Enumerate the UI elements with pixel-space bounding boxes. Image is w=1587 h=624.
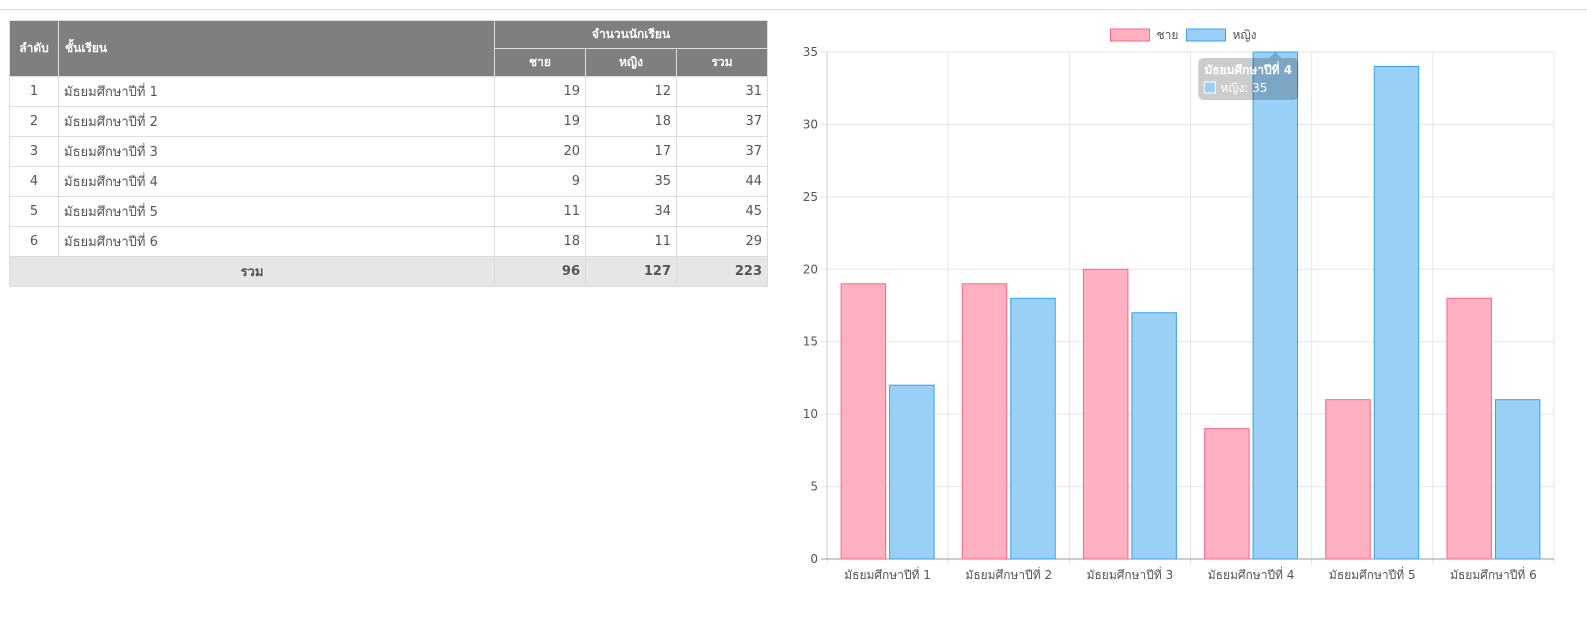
row-index: 6 bbox=[9, 226, 59, 257]
legend-label: ชาย bbox=[1157, 28, 1179, 42]
legend-label: หญิง bbox=[1233, 28, 1257, 42]
y-tick-label: 25 bbox=[803, 190, 818, 204]
top-divider bbox=[0, 9, 1587, 10]
row-index: 1 bbox=[9, 76, 59, 107]
bar bbox=[961, 283, 1008, 560]
row-index: 2 bbox=[9, 106, 59, 137]
row-female: 11 bbox=[585, 226, 677, 257]
header-total: รวม bbox=[676, 48, 768, 77]
total-male: 96 bbox=[494, 256, 586, 287]
row-class: มัธยมศึกษาปีที่ 6 bbox=[58, 226, 495, 257]
row-index: 4 bbox=[9, 166, 59, 197]
row-male: 19 bbox=[494, 76, 586, 107]
bar bbox=[1131, 312, 1177, 560]
table-row: 2 มัธยมศึกษาปีที่ 2 19 18 37 bbox=[9, 106, 768, 137]
header-student-count: จำนวนนักเรียน bbox=[494, 20, 768, 49]
header-class: ชั้นเรียน bbox=[58, 20, 495, 77]
row-female: 35 bbox=[585, 166, 677, 197]
table-row: 1 มัธยมศึกษาปีที่ 1 19 12 31 bbox=[9, 76, 768, 107]
row-female: 17 bbox=[585, 136, 677, 167]
bar bbox=[1010, 297, 1056, 560]
y-tick-label: 10 bbox=[803, 407, 818, 421]
row-female: 18 bbox=[585, 106, 677, 137]
row-class: มัธยมศึกษาปีที่ 4 bbox=[58, 166, 495, 197]
student-table: ลำดับ ชั้นเรียน จำนวนนักเรียน ชาย หญิง ร… bbox=[9, 20, 768, 287]
bar bbox=[1082, 268, 1129, 560]
y-tick-label: 0 bbox=[810, 552, 818, 566]
row-total: 45 bbox=[676, 196, 768, 227]
y-tick-label: 15 bbox=[803, 335, 818, 349]
row-female: 34 bbox=[585, 196, 677, 227]
table-row: 4 มัธยมศึกษาปีที่ 4 9 35 44 bbox=[9, 166, 768, 197]
row-total: 44 bbox=[676, 166, 768, 197]
total-female: 127 bbox=[585, 256, 677, 287]
row-male: 19 bbox=[494, 106, 586, 137]
y-tick-label: 20 bbox=[803, 262, 818, 276]
x-tick-label: มัธยมศึกษาปีที่ 2 bbox=[965, 566, 1052, 582]
row-total: 29 bbox=[676, 226, 768, 257]
legend-swatch bbox=[1186, 28, 1226, 42]
row-male: 18 bbox=[494, 226, 586, 257]
header-male: ชาย bbox=[494, 48, 586, 77]
total-all: 223 bbox=[676, 256, 768, 287]
tooltip-title: มัธยมศึกษาปีที่ 4 bbox=[1204, 61, 1292, 77]
bar bbox=[1252, 51, 1299, 560]
row-index: 5 bbox=[9, 196, 59, 227]
tooltip-caret bbox=[1269, 52, 1282, 58]
bar bbox=[1373, 65, 1420, 560]
row-index: 3 bbox=[9, 136, 59, 167]
total-label: รวม bbox=[9, 256, 495, 287]
row-male: 9 bbox=[494, 166, 586, 197]
row-total: 37 bbox=[676, 136, 768, 167]
row-class: มัธยมศึกษาปีที่ 2 bbox=[58, 106, 495, 137]
legend-swatch bbox=[1110, 28, 1150, 42]
bar bbox=[1325, 399, 1371, 560]
bar bbox=[1446, 297, 1492, 560]
tooltip-box bbox=[1198, 58, 1299, 100]
y-tick-label: 30 bbox=[803, 117, 818, 131]
bar bbox=[1494, 399, 1541, 560]
row-female: 12 bbox=[585, 76, 677, 107]
table-row: 3 มัธยมศึกษาปีที่ 3 20 17 37 bbox=[9, 136, 768, 167]
x-tick-label: มัธยมศึกษาปีที่ 6 bbox=[1450, 566, 1537, 582]
student-bar-chart: 0 5 10 15 20 25 30 35 มัธยมศึกษาปีที่ 1 มัธยมศึกษ… bbox=[803, 28, 1555, 582]
row-class: มัธยมศึกษาปีที่ 1 bbox=[58, 76, 495, 107]
y-tick-label: 5 bbox=[810, 480, 818, 494]
row-class: มัธยมศึกษาปีที่ 5 bbox=[58, 196, 495, 227]
x-tick-label: มัธยมศึกษาปีที่ 5 bbox=[1329, 566, 1416, 582]
x-tick-label: มัธยมศึกษาปีที่ 3 bbox=[1087, 566, 1174, 582]
table-row: 5 มัธยมศึกษาปีที่ 5 11 34 45 bbox=[9, 196, 768, 227]
table-total-row: รวม 96 127 223 bbox=[9, 256, 768, 287]
row-male: 11 bbox=[494, 196, 586, 227]
x-tick-label: มัธยมศึกษาปีที่ 1 bbox=[844, 566, 931, 582]
bar bbox=[840, 283, 887, 560]
table-row: 6 มัธยมศึกษาปีที่ 6 18 11 29 bbox=[9, 226, 768, 257]
header-index: ลำดับ bbox=[9, 20, 59, 77]
y-tick-label: 35 bbox=[803, 45, 818, 59]
bar bbox=[1204, 428, 1250, 560]
bar bbox=[889, 384, 935, 560]
x-tick-label: มัธยมศึกษาปีที่ 4 bbox=[1208, 566, 1295, 582]
row-total: 31 bbox=[676, 76, 768, 107]
header-female: หญิง bbox=[585, 48, 677, 77]
row-male: 20 bbox=[494, 136, 586, 167]
tooltip-value: หญิง: 35 bbox=[1220, 81, 1267, 95]
tooltip-swatch bbox=[1203, 81, 1216, 94]
row-class: มัธยมศึกษาปีที่ 3 bbox=[58, 136, 495, 167]
row-total: 37 bbox=[676, 106, 768, 137]
